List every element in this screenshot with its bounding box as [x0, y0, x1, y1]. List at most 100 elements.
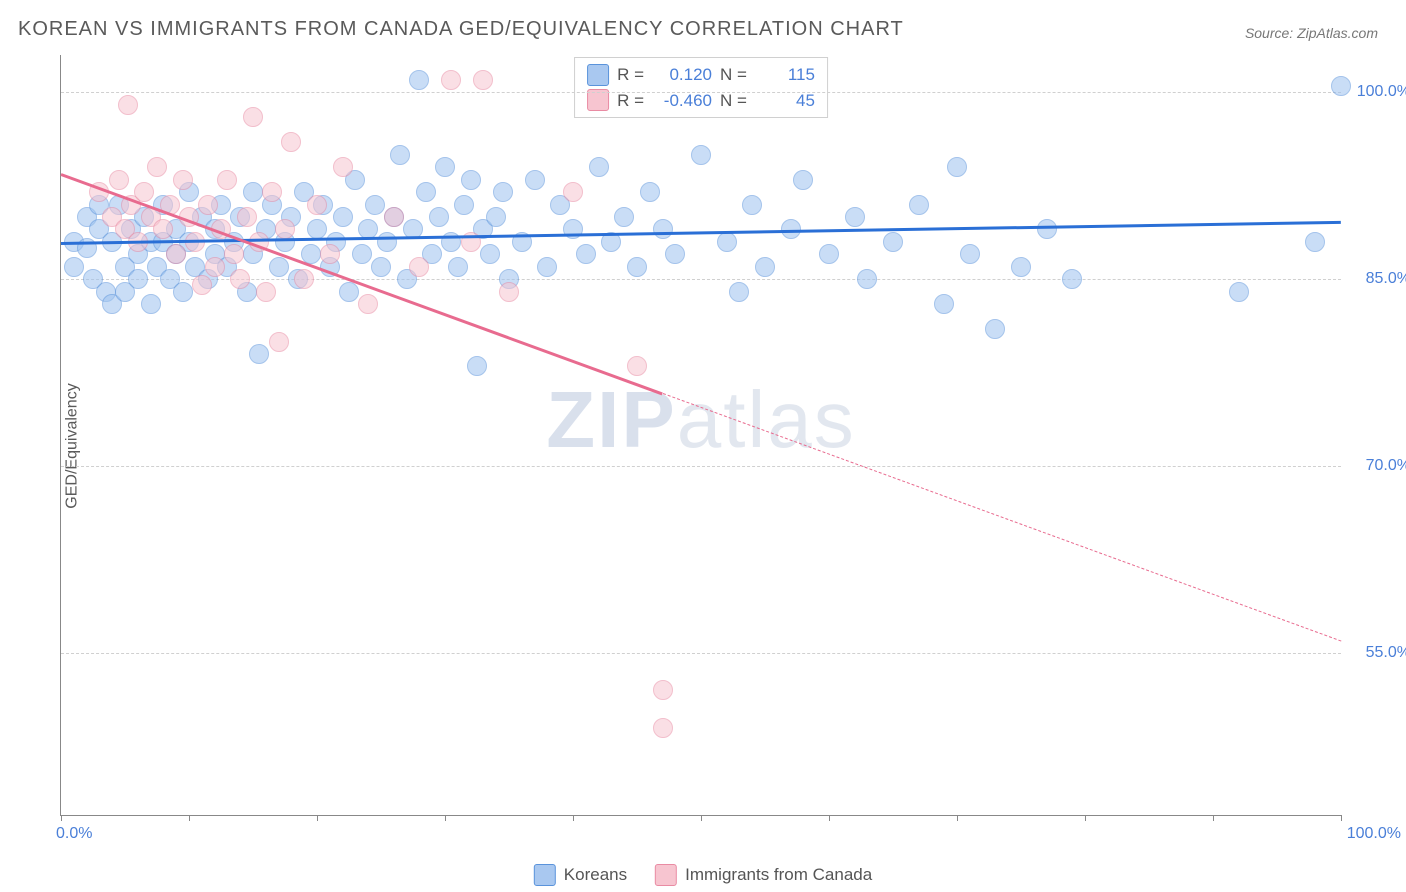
- legend-swatch: [655, 864, 677, 886]
- data-point: [1037, 219, 1057, 239]
- legend-item: Koreans: [534, 864, 627, 886]
- data-point: [435, 157, 455, 177]
- data-point: [729, 282, 749, 302]
- n-label: N =: [720, 62, 747, 88]
- r-value: 0.120: [652, 62, 712, 88]
- data-point: [294, 269, 314, 289]
- data-point: [614, 207, 634, 227]
- data-point: [365, 195, 385, 215]
- data-point: [454, 195, 474, 215]
- y-tick-label: 70.0%: [1366, 457, 1406, 475]
- data-point: [192, 275, 212, 295]
- data-point: [333, 157, 353, 177]
- data-point: [653, 718, 673, 738]
- x-tick: [957, 815, 958, 821]
- data-point: [793, 170, 813, 190]
- data-point: [307, 195, 327, 215]
- data-point: [493, 182, 513, 202]
- data-point: [307, 219, 327, 239]
- data-point: [237, 207, 257, 227]
- data-point: [409, 70, 429, 90]
- legend-row: R = -0.460 N = 45: [587, 88, 815, 114]
- data-point: [461, 170, 481, 190]
- data-point: [441, 70, 461, 90]
- x-min-label: 0.0%: [56, 825, 92, 843]
- gridline: [61, 92, 1341, 93]
- chart-title: KOREAN VS IMMIGRANTS FROM CANADA GED/EQU…: [18, 18, 904, 41]
- r-label: R =: [617, 62, 644, 88]
- data-point: [243, 107, 263, 127]
- data-point: [947, 157, 967, 177]
- data-point: [166, 244, 186, 264]
- n-label: N =: [720, 88, 747, 114]
- gridline: [61, 466, 1341, 467]
- data-point: [118, 95, 138, 115]
- data-point: [256, 282, 276, 302]
- r-label: R =: [617, 88, 644, 114]
- n-value: 45: [755, 88, 815, 114]
- data-point: [390, 145, 410, 165]
- x-tick: [317, 815, 318, 821]
- data-point: [960, 244, 980, 264]
- data-point: [1229, 282, 1249, 302]
- data-point: [384, 207, 404, 227]
- data-point: [627, 257, 647, 277]
- data-point: [224, 244, 244, 264]
- data-point: [153, 219, 173, 239]
- data-point: [275, 219, 295, 239]
- data-point: [985, 319, 1005, 339]
- x-tick: [61, 815, 62, 821]
- data-point: [467, 356, 487, 376]
- data-point: [339, 282, 359, 302]
- n-value: 115: [755, 62, 815, 88]
- data-point: [358, 294, 378, 314]
- data-point: [173, 282, 193, 302]
- data-point: [1062, 269, 1082, 289]
- data-point: [691, 145, 711, 165]
- legend-label: Koreans: [564, 865, 627, 885]
- data-point: [147, 157, 167, 177]
- watermark-light: atlas: [677, 375, 856, 464]
- data-point: [141, 294, 161, 314]
- r-value: -0.460: [652, 88, 712, 114]
- gridline: [61, 653, 1341, 654]
- data-point: [589, 157, 609, 177]
- data-point: [934, 294, 954, 314]
- data-point: [576, 244, 596, 264]
- legend-swatch: [587, 64, 609, 86]
- x-tick: [445, 815, 446, 821]
- data-point: [909, 195, 929, 215]
- data-point: [409, 257, 429, 277]
- data-point: [198, 195, 218, 215]
- series-legend: Koreans Immigrants from Canada: [534, 864, 872, 886]
- data-point: [205, 257, 225, 277]
- x-tick: [1341, 815, 1342, 821]
- data-point: [429, 207, 449, 227]
- data-point: [371, 257, 391, 277]
- data-point: [627, 356, 647, 376]
- x-tick: [1213, 815, 1214, 821]
- data-point: [563, 182, 583, 202]
- x-tick: [189, 815, 190, 821]
- data-point: [377, 232, 397, 252]
- y-tick-label: 85.0%: [1366, 270, 1406, 288]
- data-point: [755, 257, 775, 277]
- legend-label: Immigrants from Canada: [685, 865, 872, 885]
- data-point: [473, 70, 493, 90]
- legend-item: Immigrants from Canada: [655, 864, 872, 886]
- data-point: [448, 257, 468, 277]
- data-point: [717, 232, 737, 252]
- watermark-bold: ZIP: [546, 375, 676, 464]
- data-point: [217, 170, 237, 190]
- data-point: [64, 257, 84, 277]
- data-point: [249, 344, 269, 364]
- data-point: [416, 182, 436, 202]
- data-point: [665, 244, 685, 264]
- data-point: [269, 332, 289, 352]
- data-point: [173, 170, 193, 190]
- data-point: [109, 170, 129, 190]
- data-point: [653, 680, 673, 700]
- data-point: [262, 182, 282, 202]
- trend-line: [662, 393, 1341, 642]
- x-tick: [701, 815, 702, 821]
